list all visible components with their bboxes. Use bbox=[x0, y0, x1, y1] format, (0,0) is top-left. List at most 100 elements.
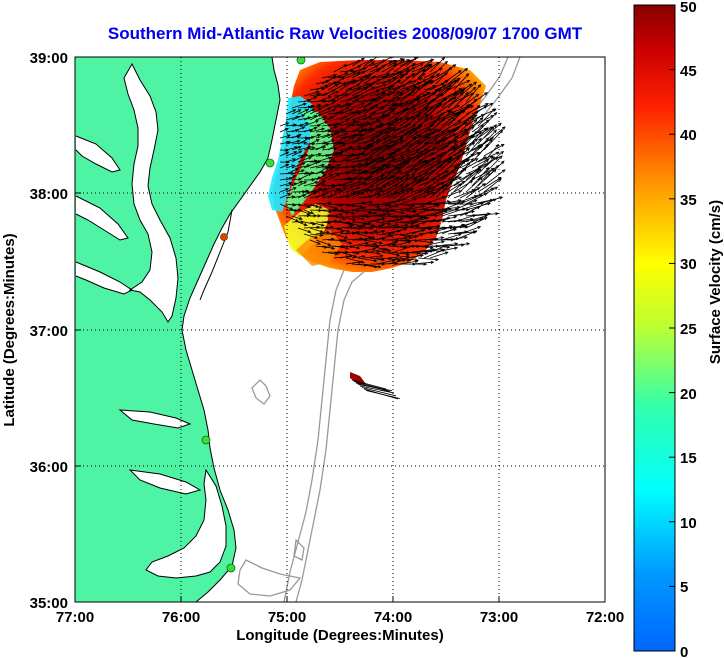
velocity-vector-head bbox=[327, 107, 332, 111]
velocity-vector-head bbox=[495, 151, 500, 155]
velocity-vector bbox=[447, 159, 470, 169]
velocity-vector-head bbox=[472, 86, 477, 91]
velocity-vector bbox=[297, 209, 311, 215]
velocity-vector-head bbox=[405, 116, 410, 120]
velocity-vector bbox=[327, 131, 340, 139]
velocity-vector-head bbox=[289, 207, 294, 211]
velocity-vector bbox=[315, 157, 332, 163]
velocity-vector bbox=[375, 233, 392, 236]
velocity-vector-head bbox=[431, 191, 436, 195]
velocity-vector bbox=[309, 87, 324, 91]
velocity-vector-head bbox=[413, 136, 417, 141]
velocity-vector-head bbox=[422, 221, 427, 225]
velocity-vector bbox=[399, 63, 416, 73]
velocity-vector-head bbox=[396, 258, 401, 262]
velocity-vector-head bbox=[461, 180, 466, 185]
velocity-vector bbox=[339, 71, 357, 79]
velocity-vector bbox=[459, 119, 477, 139]
velocity-vector-head bbox=[473, 98, 478, 103]
velocity-vector-head bbox=[330, 139, 335, 143]
velocity-vector-head bbox=[495, 143, 499, 148]
velocity-vector-head bbox=[334, 252, 339, 256]
land-mass bbox=[75, 57, 280, 602]
velocity-vector-head bbox=[410, 115, 415, 119]
velocity-vector bbox=[447, 68, 468, 85]
velocity-vector bbox=[483, 144, 499, 163]
velocity-vector-head bbox=[317, 133, 322, 138]
velocity-vector bbox=[285, 135, 300, 139]
velocity-vector-head bbox=[401, 189, 405, 193]
velocity-vector-head bbox=[485, 167, 490, 171]
velocity-vector bbox=[453, 142, 475, 157]
velocity-vector-head bbox=[477, 144, 481, 148]
velocity-vector-head bbox=[476, 151, 481, 156]
velocity-vector bbox=[309, 153, 322, 157]
river-water bbox=[76, 136, 120, 172]
velocity-vector bbox=[453, 92, 469, 109]
velocity-vector-head bbox=[492, 168, 497, 173]
velocity-vector bbox=[381, 117, 398, 127]
velocity-vector-head bbox=[411, 173, 416, 177]
velocity-vector-head bbox=[479, 117, 484, 121]
velocity-vector bbox=[321, 89, 335, 97]
velocity-vector bbox=[423, 164, 443, 181]
velocity-vector bbox=[381, 215, 399, 218]
velocity-vector-head bbox=[436, 181, 441, 186]
velocity-vector-head bbox=[456, 156, 461, 161]
velocity-vector bbox=[429, 112, 444, 127]
velocity-vector bbox=[411, 100, 428, 109]
velocity-vector bbox=[375, 250, 391, 253]
velocity-vector bbox=[369, 248, 386, 253]
velocity-vector bbox=[357, 185, 374, 193]
velocity-vector-head bbox=[436, 224, 441, 228]
velocity-vector bbox=[327, 150, 344, 157]
velocity-vector bbox=[357, 86, 375, 97]
velocity-vector-head bbox=[425, 177, 430, 181]
velocity-vector bbox=[417, 215, 438, 217]
velocity-vector-head bbox=[307, 105, 312, 109]
velocity-vector-head bbox=[405, 101, 410, 105]
velocity-vector-head bbox=[360, 137, 365, 141]
velocity-vector bbox=[393, 149, 411, 157]
velocity-vector-head bbox=[468, 172, 473, 177]
velocity-vector-head bbox=[297, 109, 302, 113]
velocity-vectors bbox=[279, 57, 506, 400]
velocity-vector-head bbox=[377, 120, 382, 124]
velocity-vector bbox=[297, 137, 311, 145]
velocity-vector-head bbox=[449, 180, 453, 185]
velocity-vector-head bbox=[311, 146, 316, 150]
velocity-vector-head bbox=[372, 166, 377, 170]
velocity-vector-head bbox=[372, 111, 377, 116]
velocity-vector bbox=[351, 379, 387, 390]
velocity-vector bbox=[375, 57, 392, 67]
velocity-vector bbox=[435, 129, 456, 139]
velocity-vector-head bbox=[424, 160, 429, 164]
velocity-vector bbox=[381, 135, 397, 145]
velocity-vector-head bbox=[477, 165, 482, 169]
velocity-vector bbox=[327, 104, 341, 109]
velocity-vector bbox=[375, 87, 391, 97]
velocity-vector-head bbox=[441, 185, 446, 190]
velocity-vector-head bbox=[325, 142, 330, 146]
velocity-vector-head bbox=[457, 233, 462, 237]
velocity-vector bbox=[441, 181, 460, 193]
velocity-vector-head bbox=[380, 174, 385, 178]
velocity-vector-head bbox=[382, 92, 386, 96]
velocity-vector-head bbox=[441, 196, 446, 200]
velocity-vector-head bbox=[424, 113, 429, 118]
y-tick-label: 37:00 bbox=[30, 323, 68, 340]
velocity-vector bbox=[345, 238, 363, 241]
velocity-vector-head bbox=[331, 89, 336, 93]
velocity-vector bbox=[399, 85, 417, 97]
velocity-vector-head bbox=[323, 173, 327, 178]
velocity-vector-head bbox=[287, 193, 292, 197]
velocity-vector-head bbox=[439, 93, 444, 97]
velocity-vector-head bbox=[430, 75, 435, 79]
velocity-vector-head bbox=[393, 59, 398, 63]
velocity-vector-head bbox=[382, 185, 387, 189]
velocity-vector bbox=[321, 101, 335, 109]
velocity-vector-head bbox=[465, 132, 470, 136]
velocity-vector-head bbox=[399, 92, 404, 96]
velocity-vector-head bbox=[428, 63, 433, 68]
velocity-vector bbox=[441, 166, 459, 181]
